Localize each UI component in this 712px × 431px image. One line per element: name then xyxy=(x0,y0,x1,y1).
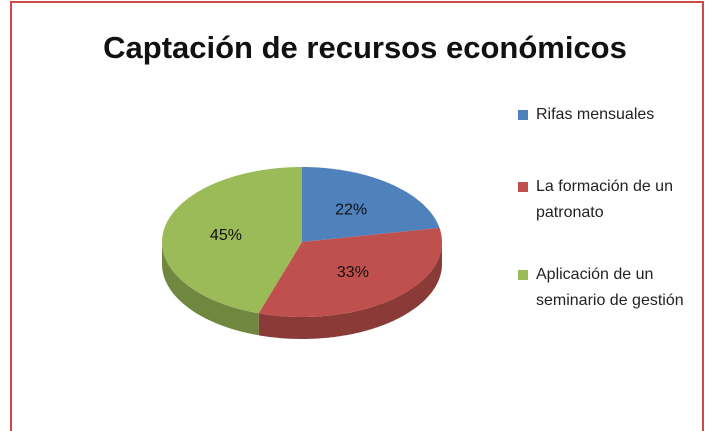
data-label: 45% xyxy=(210,227,242,244)
slice xyxy=(258,227,442,317)
legend: Rifas mensuales La formación de un patron… xyxy=(518,102,708,314)
data-label: 33% xyxy=(337,264,369,281)
legend-swatch xyxy=(518,110,528,120)
legend-swatch xyxy=(518,270,528,280)
chart-title: Captación de recursos económicos xyxy=(103,30,627,65)
legend-label: La formación de un patronato xyxy=(536,178,673,221)
legend-label: Rifas mensuales xyxy=(536,106,655,123)
data-label: 22% xyxy=(335,201,367,218)
legend-item: Aplicación de un seminario de gestión xyxy=(518,262,708,314)
legend-swatch xyxy=(518,182,528,192)
legend-item: Rifas mensuales xyxy=(518,102,708,128)
slice-side xyxy=(162,242,259,336)
legend-item: La formación de un patronato xyxy=(518,174,708,226)
slice xyxy=(302,167,440,242)
slice xyxy=(162,167,302,314)
slice-side xyxy=(258,242,442,339)
legend-label: Aplicación de un seminario de gestión xyxy=(536,266,684,309)
